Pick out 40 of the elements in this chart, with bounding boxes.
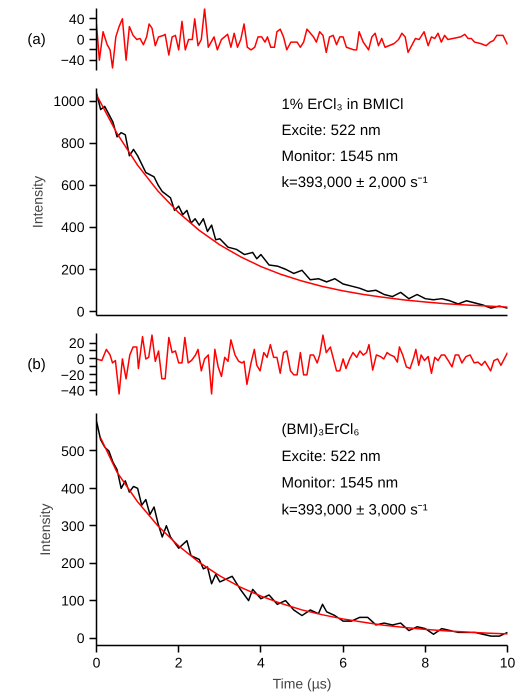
x-tick-label: 0 <box>92 654 101 670</box>
y-tick-label: 800 <box>61 135 85 152</box>
y-tick-label: 100 <box>61 592 85 609</box>
y-tick-label: 40 <box>68 10 85 27</box>
x-axis-title: Time (µs) <box>272 676 332 692</box>
y-tick-label: 600 <box>61 177 85 194</box>
y-axis-title: Intensity <box>29 176 46 228</box>
y-tick-label: −40 <box>60 382 85 399</box>
x-tick-label: 8 <box>421 654 430 670</box>
x-tick-label: 4 <box>257 654 266 670</box>
y-tick-label: 0 <box>76 630 85 646</box>
line-series <box>96 334 508 395</box>
annotation: k=393,000 ± 3,000 s⁻¹ <box>281 501 428 518</box>
annotation: Monitor: 1545 nm <box>281 148 398 166</box>
y-tick-label: 500 <box>61 442 85 459</box>
annotation: k=393,000 ± 2,000 s⁻¹ <box>281 174 428 192</box>
y-tick-label: 0 <box>76 350 85 367</box>
y-tick-label: 200 <box>61 261 85 278</box>
annotation: 1% ErCl₃ in BMICl <box>281 96 404 113</box>
y-tick-label: 0 <box>76 32 85 48</box>
y-tick-label: 400 <box>61 480 85 496</box>
y-tick-label: 1000 <box>53 93 85 110</box>
y-tick-label: 20 <box>68 335 85 352</box>
y-tick-label: 400 <box>61 219 85 236</box>
x-tick-label: 6 <box>339 654 348 670</box>
x-tick-label: 2 <box>174 654 183 670</box>
y-tick-label: 300 <box>61 518 85 534</box>
text: (b) <box>27 356 46 373</box>
annotation: Excite: 522 nm <box>281 448 381 465</box>
y-tick-label: −20 <box>60 366 85 383</box>
annotation: (BMI)₃ErCl₆ <box>281 421 360 438</box>
y-tick-label: 200 <box>61 555 85 572</box>
line-series <box>96 8 508 69</box>
annotation: Excite: 522 nm <box>281 122 381 139</box>
y-axis-title: Intensity <box>37 503 54 556</box>
y-tick-label: −40 <box>60 52 85 68</box>
y-tick-label: 0 <box>76 303 85 320</box>
annotation: Monitor: 1545 nm <box>281 474 398 492</box>
text: (a) <box>27 31 46 48</box>
x-tick-label: 10 <box>500 654 516 670</box>
